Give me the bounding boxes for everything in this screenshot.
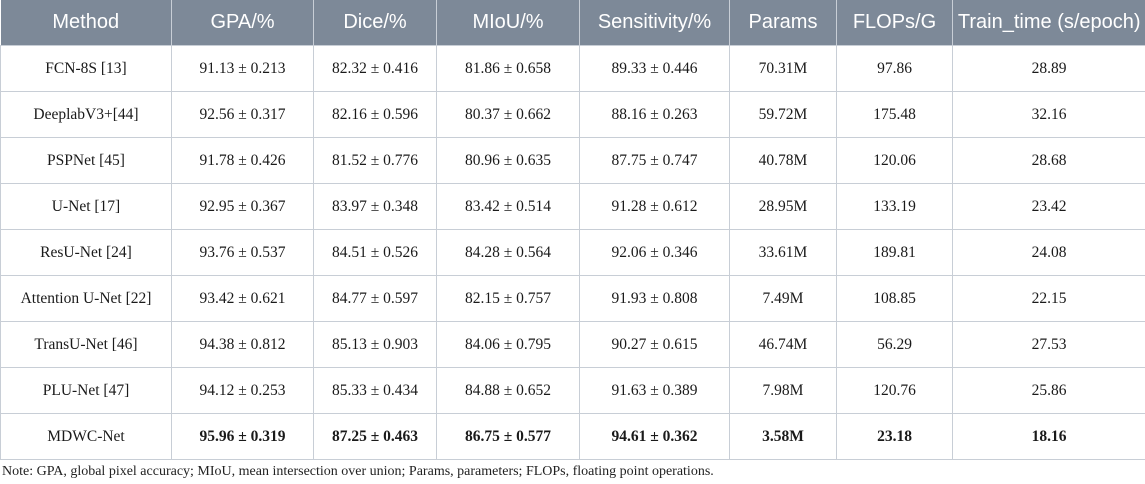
cell-params: 7.98M xyxy=(729,367,837,414)
cell-params: 33.61M xyxy=(729,229,837,276)
cell-params: 7.49M xyxy=(729,275,837,322)
cell-params: 59.72M xyxy=(729,91,837,138)
header-method: Method xyxy=(0,0,172,46)
cell-train-time: 27.53 xyxy=(952,321,1145,368)
cell-flops: 56.29 xyxy=(836,321,953,368)
cell-flops: 120.06 xyxy=(836,137,953,184)
cell-miou: 84.06 ± 0.795 xyxy=(436,321,580,368)
cell-params: 70.31M xyxy=(729,45,837,92)
header-params: Params xyxy=(729,0,837,46)
cell-sensitivity: 88.16 ± 0.263 xyxy=(579,91,730,138)
table-row: ResU-Net [24] 93.76 ± 0.537 84.51 ± 0.52… xyxy=(0,229,1145,276)
header-miou: MIoU/% xyxy=(436,0,580,46)
cell-method: DeeplabV3+[44] xyxy=(0,91,172,138)
cell-miou: 80.37 ± 0.662 xyxy=(436,91,580,138)
cell-train-time: 22.15 xyxy=(952,275,1145,322)
cell-dice: 83.97 ± 0.348 xyxy=(313,183,437,230)
header-gpa: GPA/% xyxy=(171,0,314,46)
cell-sensitivity: 89.33 ± 0.446 xyxy=(579,45,730,92)
header-row: Method GPA/% Dice/% MIoU/% Sensitivity/%… xyxy=(0,0,1145,46)
cell-method: TransU-Net [46] xyxy=(0,321,172,368)
cell-train-time: 23.42 xyxy=(952,183,1145,230)
cell-train-time: 28.68 xyxy=(952,137,1145,184)
header-sensitivity: Sensitivity/% xyxy=(579,0,730,46)
header-train-time: Train_time (s/epoch) xyxy=(952,0,1145,46)
table-row: Attention U-Net [22] 93.42 ± 0.621 84.77… xyxy=(0,275,1145,322)
cell-train-time: 18.16 xyxy=(952,413,1145,460)
cell-sensitivity: 91.63 ± 0.389 xyxy=(579,367,730,414)
cell-gpa: 93.76 ± 0.537 xyxy=(171,229,314,276)
cell-gpa: 94.12 ± 0.253 xyxy=(171,367,314,414)
cell-sensitivity: 91.28 ± 0.612 xyxy=(579,183,730,230)
table-row: TransU-Net [46] 94.38 ± 0.812 85.13 ± 0.… xyxy=(0,321,1145,368)
cell-gpa: 92.95 ± 0.367 xyxy=(171,183,314,230)
table-row: PLU-Net [47] 94.12 ± 0.253 85.33 ± 0.434… xyxy=(0,367,1145,414)
cell-method: MDWC-Net xyxy=(0,413,172,460)
cell-flops: 108.85 xyxy=(836,275,953,322)
cell-miou: 84.28 ± 0.564 xyxy=(436,229,580,276)
table-row-best: MDWC-Net 95.96 ± 0.319 87.25 ± 0.463 86.… xyxy=(0,413,1145,460)
cell-miou: 80.96 ± 0.635 xyxy=(436,137,580,184)
cell-method: U-Net [17] xyxy=(0,183,172,230)
cell-sensitivity: 91.93 ± 0.808 xyxy=(579,275,730,322)
cell-method: Attention U-Net [22] xyxy=(0,275,172,322)
cell-gpa: 91.13 ± 0.213 xyxy=(171,45,314,92)
cell-dice: 84.77 ± 0.597 xyxy=(313,275,437,322)
cell-train-time: 28.89 xyxy=(952,45,1145,92)
cell-params: 3.58M xyxy=(729,413,837,460)
cell-miou: 86.75 ± 0.577 xyxy=(436,413,580,460)
cell-gpa: 91.78 ± 0.426 xyxy=(171,137,314,184)
cell-flops: 189.81 xyxy=(836,229,953,276)
cell-miou: 81.86 ± 0.658 xyxy=(436,45,580,92)
cell-method: PLU-Net [47] xyxy=(0,367,172,414)
cell-sensitivity: 94.61 ± 0.362 xyxy=(579,413,730,460)
cell-flops: 97.86 xyxy=(836,45,953,92)
cell-train-time: 24.08 xyxy=(952,229,1145,276)
cell-params: 46.74M xyxy=(729,321,837,368)
table-row: U-Net [17] 92.95 ± 0.367 83.97 ± 0.348 8… xyxy=(0,183,1145,230)
cell-dice: 85.33 ± 0.434 xyxy=(313,367,437,414)
cell-gpa: 93.42 ± 0.621 xyxy=(171,275,314,322)
table-row: DeeplabV3+[44] 92.56 ± 0.317 82.16 ± 0.5… xyxy=(0,91,1145,138)
table-note: Note: GPA, global pixel accuracy; MIoU, … xyxy=(2,464,714,479)
cell-gpa: 95.96 ± 0.319 xyxy=(171,413,314,460)
table-row: PSPNet [45] 91.78 ± 0.426 81.52 ± 0.776 … xyxy=(0,137,1145,184)
cell-sensitivity: 90.27 ± 0.615 xyxy=(579,321,730,368)
cell-flops: 23.18 xyxy=(836,413,953,460)
cell-dice: 87.25 ± 0.463 xyxy=(313,413,437,460)
cell-gpa: 92.56 ± 0.317 xyxy=(171,91,314,138)
header-dice: Dice/% xyxy=(313,0,437,46)
cell-flops: 175.48 xyxy=(836,91,953,138)
table-row: FCN-8S [13] 91.13 ± 0.213 82.32 ± 0.416 … xyxy=(0,45,1145,92)
cell-params: 28.95M xyxy=(729,183,837,230)
cell-dice: 84.51 ± 0.526 xyxy=(313,229,437,276)
cell-method: FCN-8S [13] xyxy=(0,45,172,92)
cell-sensitivity: 87.75 ± 0.747 xyxy=(579,137,730,184)
cell-train-time: 25.86 xyxy=(952,367,1145,414)
results-table: Method GPA/% Dice/% MIoU/% Sensitivity/%… xyxy=(0,0,1145,460)
cell-params: 40.78M xyxy=(729,137,837,184)
cell-method: ResU-Net [24] xyxy=(0,229,172,276)
cell-dice: 82.32 ± 0.416 xyxy=(313,45,437,92)
cell-miou: 84.88 ± 0.652 xyxy=(436,367,580,414)
cell-miou: 83.42 ± 0.514 xyxy=(436,183,580,230)
cell-method: PSPNet [45] xyxy=(0,137,172,184)
cell-flops: 133.19 xyxy=(836,183,953,230)
cell-sensitivity: 92.06 ± 0.346 xyxy=(579,229,730,276)
cell-flops: 120.76 xyxy=(836,367,953,414)
cell-dice: 85.13 ± 0.903 xyxy=(313,321,437,368)
header-flops: FLOPs/G xyxy=(836,0,953,46)
cell-dice: 81.52 ± 0.776 xyxy=(313,137,437,184)
cell-dice: 82.16 ± 0.596 xyxy=(313,91,437,138)
cell-gpa: 94.38 ± 0.812 xyxy=(171,321,314,368)
cell-miou: 82.15 ± 0.757 xyxy=(436,275,580,322)
cell-train-time: 32.16 xyxy=(952,91,1145,138)
